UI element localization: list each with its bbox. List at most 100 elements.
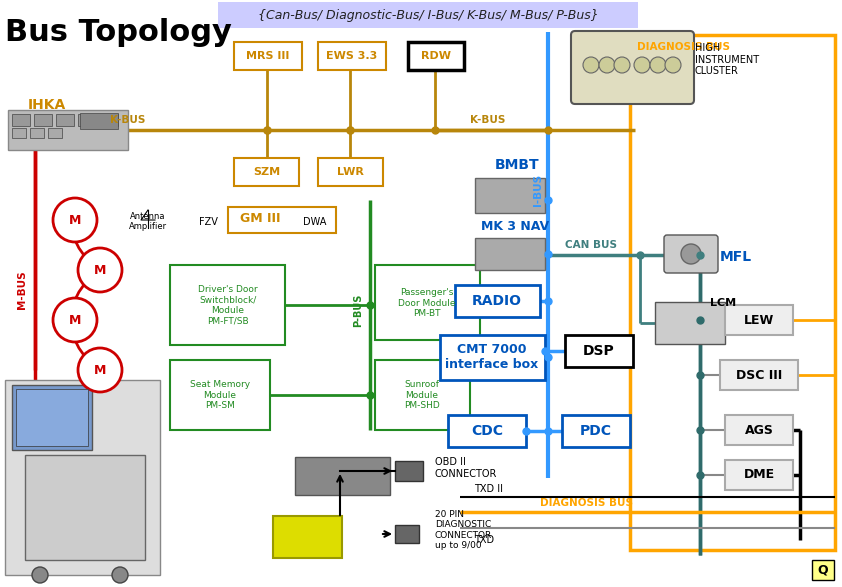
FancyBboxPatch shape [318, 42, 386, 70]
FancyBboxPatch shape [12, 114, 30, 126]
Text: RADIO: RADIO [472, 294, 522, 308]
Text: MK 3 NAV: MK 3 NAV [481, 220, 549, 233]
Text: TXD II: TXD II [474, 484, 503, 494]
Circle shape [32, 567, 48, 583]
FancyBboxPatch shape [475, 238, 545, 270]
Text: {Can-Bus/ Diagnostic-Bus/ I-Bus/ K-Bus/ M-Bus/ P-Bus}: {Can-Bus/ Diagnostic-Bus/ I-Bus/ K-Bus/ … [258, 8, 599, 22]
Circle shape [599, 57, 615, 73]
FancyBboxPatch shape [318, 158, 383, 186]
FancyBboxPatch shape [56, 114, 74, 126]
FancyBboxPatch shape [655, 302, 725, 344]
Circle shape [78, 248, 122, 292]
Text: AGS: AGS [744, 423, 774, 437]
Text: IHKA: IHKA [28, 98, 67, 112]
Text: TXD: TXD [474, 535, 494, 545]
FancyBboxPatch shape [170, 360, 270, 430]
Circle shape [614, 57, 630, 73]
Circle shape [583, 57, 599, 73]
FancyBboxPatch shape [8, 110, 128, 150]
Text: GM III: GM III [240, 211, 280, 224]
Text: P-BUS: P-BUS [353, 294, 363, 327]
Text: CAN BUS: CAN BUS [565, 240, 617, 250]
Text: DME: DME [743, 468, 775, 481]
Text: PDC: PDC [580, 424, 612, 438]
FancyBboxPatch shape [395, 525, 419, 543]
Circle shape [78, 348, 122, 392]
Text: MFL: MFL [720, 250, 752, 264]
FancyBboxPatch shape [440, 335, 545, 380]
Text: Q: Q [818, 564, 829, 576]
FancyBboxPatch shape [48, 128, 62, 138]
Text: Seat Memory
Module
PM-SM: Seat Memory Module PM-SM [190, 380, 250, 410]
FancyBboxPatch shape [664, 235, 718, 273]
Text: K-BUS: K-BUS [470, 115, 505, 125]
FancyBboxPatch shape [395, 461, 423, 481]
FancyBboxPatch shape [273, 516, 342, 558]
Text: 20 PIN
DIAGNOSTIC
CONNECTOR
up to 9/00: 20 PIN DIAGNOSTIC CONNECTOR up to 9/00 [435, 510, 493, 550]
Text: DSC III: DSC III [736, 369, 782, 382]
Text: M: M [69, 214, 81, 227]
Text: M: M [69, 313, 81, 326]
FancyBboxPatch shape [375, 265, 480, 340]
Text: LEW: LEW [743, 313, 774, 326]
FancyBboxPatch shape [25, 455, 145, 560]
Circle shape [53, 298, 97, 342]
Circle shape [665, 57, 681, 73]
FancyBboxPatch shape [5, 380, 160, 575]
FancyBboxPatch shape [725, 305, 793, 335]
Bar [218, 2, 638, 28]
FancyBboxPatch shape [455, 285, 540, 317]
FancyBboxPatch shape [228, 207, 336, 233]
FancyBboxPatch shape [475, 178, 545, 213]
FancyBboxPatch shape [12, 385, 92, 450]
Text: K-BUS: K-BUS [110, 115, 146, 125]
Circle shape [650, 57, 666, 73]
FancyBboxPatch shape [725, 460, 793, 490]
FancyBboxPatch shape [170, 265, 285, 345]
FancyBboxPatch shape [562, 415, 630, 447]
FancyBboxPatch shape [78, 114, 96, 126]
FancyBboxPatch shape [720, 360, 798, 390]
FancyBboxPatch shape [234, 158, 299, 186]
Text: MRS III: MRS III [247, 51, 290, 61]
FancyBboxPatch shape [16, 389, 88, 446]
Text: CMT 7000
interface box: CMT 7000 interface box [445, 343, 539, 371]
Text: HIGH
INSTRUMENT
CLUSTER: HIGH INSTRUMENT CLUSTER [695, 43, 759, 76]
FancyBboxPatch shape [100, 114, 118, 126]
Text: EWS 3.3: EWS 3.3 [327, 51, 377, 61]
Text: CDC: CDC [471, 424, 503, 438]
FancyBboxPatch shape [448, 415, 526, 447]
FancyBboxPatch shape [30, 128, 44, 138]
FancyBboxPatch shape [295, 457, 390, 495]
Circle shape [681, 244, 701, 264]
Text: FZV: FZV [199, 217, 217, 227]
Circle shape [634, 57, 650, 73]
Text: RDW: RDW [421, 51, 451, 61]
Circle shape [53, 198, 97, 242]
FancyBboxPatch shape [375, 360, 470, 430]
Text: SZM: SZM [253, 167, 280, 177]
Text: M-BUS: M-BUS [17, 271, 27, 309]
Text: Sunroof
Module
PM-SHD: Sunroof Module PM-SHD [404, 380, 440, 410]
Text: M: M [93, 363, 106, 376]
Text: BMBT: BMBT [495, 158, 540, 172]
Text: Driver's Door
Switchblock/
Module
PM-FT/SB: Driver's Door Switchblock/ Module PM-FT/… [198, 285, 258, 325]
FancyBboxPatch shape [12, 128, 26, 138]
FancyBboxPatch shape [234, 42, 302, 70]
Text: DWA: DWA [303, 217, 327, 227]
Text: Antenna
Amplifier: Antenna Amplifier [129, 212, 167, 231]
Text: LWR: LWR [337, 167, 364, 177]
Text: I-BUS: I-BUS [533, 174, 543, 206]
Circle shape [112, 567, 128, 583]
Text: OBD II
CONNECTOR: OBD II CONNECTOR [435, 457, 498, 479]
Text: LCM: LCM [710, 298, 736, 308]
FancyBboxPatch shape [408, 42, 464, 70]
FancyBboxPatch shape [725, 415, 793, 445]
FancyBboxPatch shape [80, 113, 118, 129]
FancyBboxPatch shape [34, 114, 52, 126]
Bar [812, 560, 834, 580]
FancyBboxPatch shape [571, 31, 694, 104]
Text: DSP: DSP [584, 344, 615, 358]
Text: DIAGNOSIS BUS: DIAGNOSIS BUS [540, 498, 633, 508]
Text: M: M [93, 264, 106, 276]
